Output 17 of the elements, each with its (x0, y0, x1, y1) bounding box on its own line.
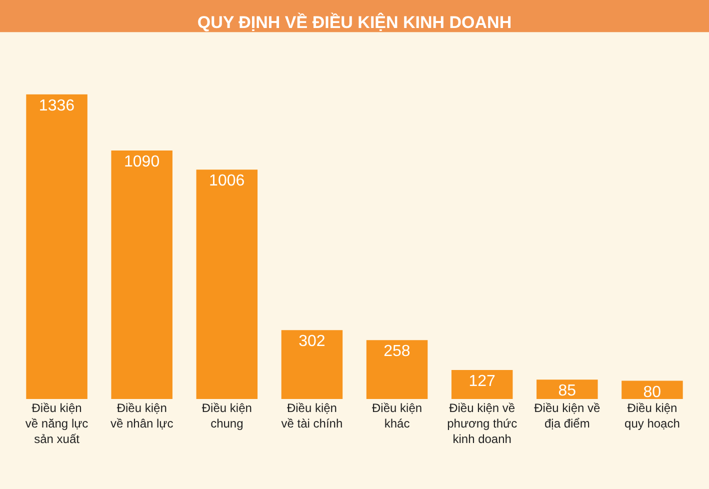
data-label: 85 (558, 382, 576, 400)
x-tick-label: Điều kiện về nhân lực (110, 401, 174, 431)
data-label: 80 (643, 384, 662, 401)
x-tick-label: Điều kiện khác (372, 401, 422, 431)
x-tick-label: Điều kiện về địa điểm (534, 401, 600, 431)
data-label: 1336 (38, 97, 75, 114)
x-tick-label: Điều kiện về năng lực sản xuất (25, 401, 88, 446)
x-tick-label: Điều kiện quy hoạch (624, 401, 680, 431)
data-label: 1090 (124, 153, 160, 170)
data-label: 127 (468, 373, 496, 390)
data-label: 302 (298, 333, 326, 350)
chart-title: QUY ĐỊNH VỀ ĐIỀU KIỆN KINH DOANH (197, 12, 512, 32)
x-tick-label: Điều kiện về phương thức kinh doanh (447, 401, 518, 446)
data-label: 258 (384, 343, 410, 360)
data-label: 1006 (209, 172, 245, 190)
x-tick-label: Điều kiện về tài chính (281, 401, 343, 431)
x-tick-label: Điều kiện chung (202, 401, 252, 431)
